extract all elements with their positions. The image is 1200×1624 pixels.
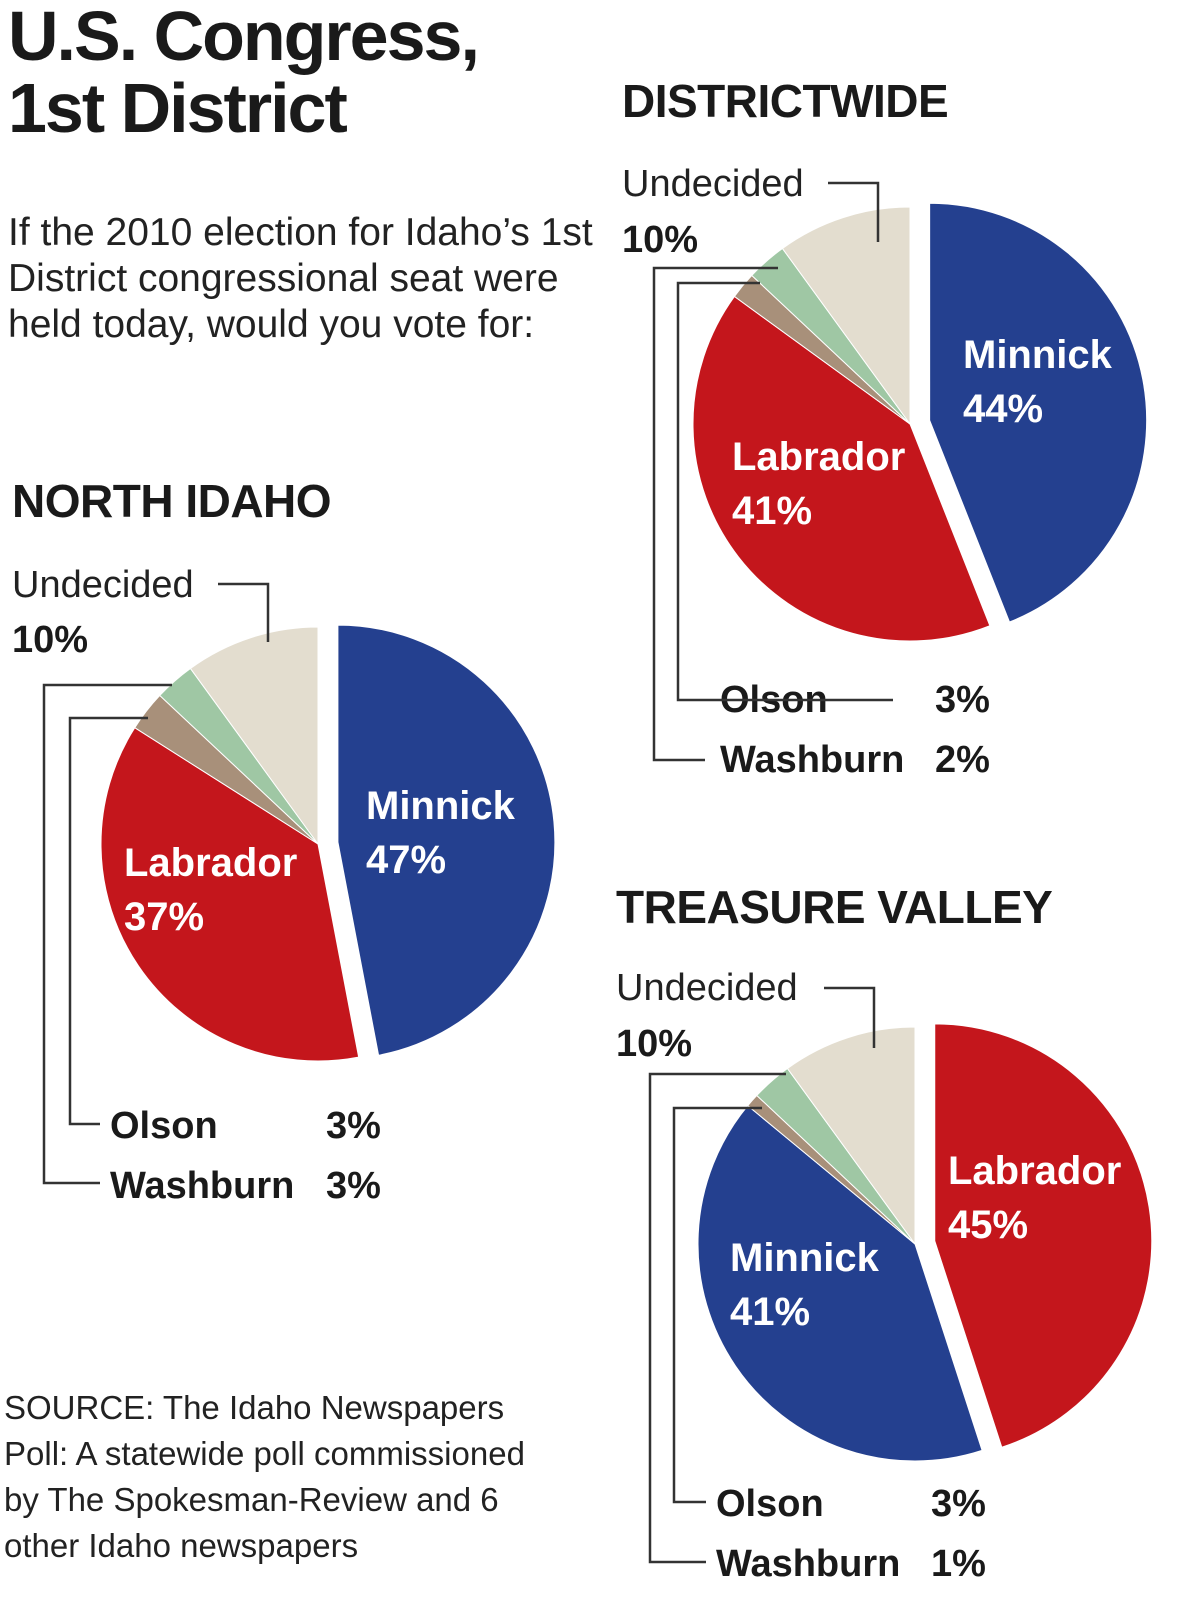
callout-label-undecided: Undecided bbox=[616, 967, 798, 1009]
title-line-2: 1st District bbox=[8, 69, 348, 147]
page-title: U.S. Congress, 1st District bbox=[8, 0, 480, 147]
callout-pct-undecided: 10% bbox=[616, 1023, 692, 1065]
callout-pct-olson: 3% bbox=[931, 1483, 986, 1525]
leader-line-undecided bbox=[828, 181, 880, 242]
callout-pct-undecided: 10% bbox=[12, 619, 88, 661]
callout-label-olson: Olson bbox=[110, 1105, 218, 1147]
pie-slice-labrador bbox=[100, 727, 360, 1062]
pie-slice-minnick bbox=[697, 1104, 983, 1462]
leader-line-olson bbox=[68, 716, 148, 1126]
pie-slice-labrador bbox=[692, 295, 991, 642]
pie-slice-labrador bbox=[934, 1023, 1153, 1448]
title-line-1: U.S. Congress, bbox=[8, 0, 480, 75]
callout-label-washburn: Washburn bbox=[716, 1543, 900, 1585]
callout-label-washburn: Washburn bbox=[110, 1165, 294, 1207]
slice-pct-minnick: 44% bbox=[963, 387, 1043, 431]
leader-line-washburn bbox=[42, 683, 172, 1185]
callout-label-undecided: Undecided bbox=[12, 564, 194, 606]
slice-pct-labrador: 41% bbox=[732, 489, 812, 533]
pie-slice-undecided bbox=[781, 206, 911, 426]
pie-north-idaho bbox=[100, 624, 556, 1062]
leader-line-olson bbox=[672, 1106, 762, 1504]
slice-pct-minnick: 47% bbox=[366, 838, 446, 882]
leader-line-undecided bbox=[218, 582, 270, 642]
leader-line-undecided bbox=[824, 986, 876, 1048]
pie-slice-undecided bbox=[786, 1026, 916, 1246]
callout-label-undecided: Undecided bbox=[622, 163, 804, 205]
slice-label-minnick: Minnick bbox=[366, 784, 516, 828]
slice-label-minnick: Minnick bbox=[730, 1236, 880, 1280]
pie-slice-minnick bbox=[337, 624, 556, 1056]
chart-title-north-idaho: NORTH IDAHO bbox=[12, 475, 332, 527]
chart-title-districtwide: DISTRICTWIDE bbox=[622, 75, 949, 127]
callout-label-washburn: Washburn bbox=[720, 739, 904, 781]
callout-pct-washburn: 2% bbox=[935, 739, 990, 781]
slice-label-labrador: Labrador bbox=[732, 435, 905, 479]
slice-label-labrador: Labrador bbox=[948, 1149, 1121, 1193]
pie-districtwide bbox=[692, 202, 1148, 642]
pie-slice-minnick bbox=[929, 202, 1148, 623]
chart-title-treasure-valley: TREASURE VALLEY bbox=[616, 881, 1053, 933]
poll-question: If the 2010 election for Idaho’s 1st Dis… bbox=[8, 211, 593, 346]
pie-slice-undecided bbox=[189, 626, 319, 846]
callout-pct-washburn: 1% bbox=[931, 1543, 986, 1585]
callout-label-olson: Olson bbox=[716, 1483, 824, 1525]
slice-label-minnick: Minnick bbox=[963, 333, 1113, 377]
source-note: SOURCE: The Idaho Newspapers Poll: A sta… bbox=[4, 1389, 525, 1564]
slice-label-labrador: Labrador bbox=[124, 841, 297, 885]
callout-pct-olson: 3% bbox=[326, 1105, 381, 1147]
callout-pct-washburn: 3% bbox=[326, 1165, 381, 1207]
slice-pct-labrador: 45% bbox=[948, 1203, 1028, 1247]
pie-treasure-valley bbox=[697, 1023, 1153, 1462]
slice-pct-minnick: 41% bbox=[730, 1290, 810, 1334]
leader-line-olson bbox=[676, 281, 893, 702]
slice-pct-labrador: 37% bbox=[124, 895, 204, 939]
leader-line-washburn bbox=[652, 266, 778, 762]
callout-pct-undecided: 10% bbox=[622, 219, 698, 261]
leader-line-washburn bbox=[648, 1072, 786, 1564]
callout-pct-olson: 3% bbox=[935, 679, 990, 721]
